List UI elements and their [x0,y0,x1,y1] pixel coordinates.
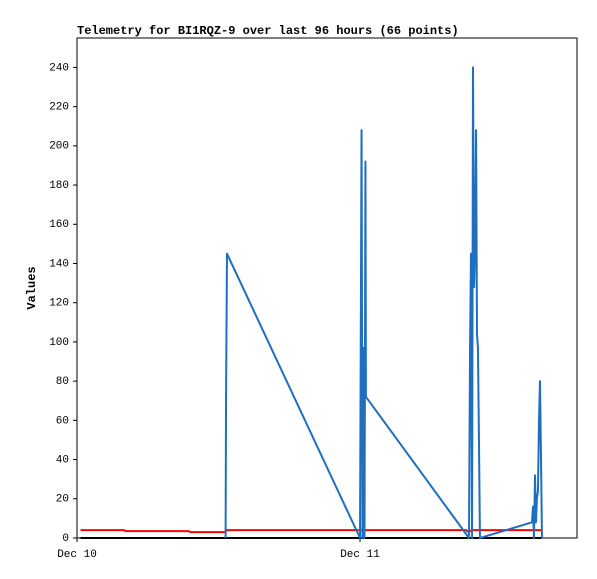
y-tick-label: 40 [56,454,69,466]
y-tick-label: 120 [49,298,69,310]
y-tick-label: 140 [49,258,69,270]
y-tick-label: 0 [62,533,69,545]
y-tick-label: 160 [49,219,69,231]
series-line [224,66,543,539]
y-tick-label: 180 [49,180,69,192]
y-tick-label: 80 [56,376,69,388]
chart-title: Telemetry for BI1RQZ-9 over last 96 hour… [77,24,459,38]
y-tick-label: 220 [49,102,69,114]
y-tick-label: 200 [49,141,69,153]
x-tick-label: Dec 10 [57,549,97,561]
y-axis-label: Values [25,266,39,309]
y-tick-label: 20 [56,494,69,506]
y-tick-label: 60 [56,415,69,427]
y-tick-label: 240 [49,62,69,74]
x-tick-label: Dec 11 [340,549,380,561]
y-tick-label: 100 [49,337,69,349]
